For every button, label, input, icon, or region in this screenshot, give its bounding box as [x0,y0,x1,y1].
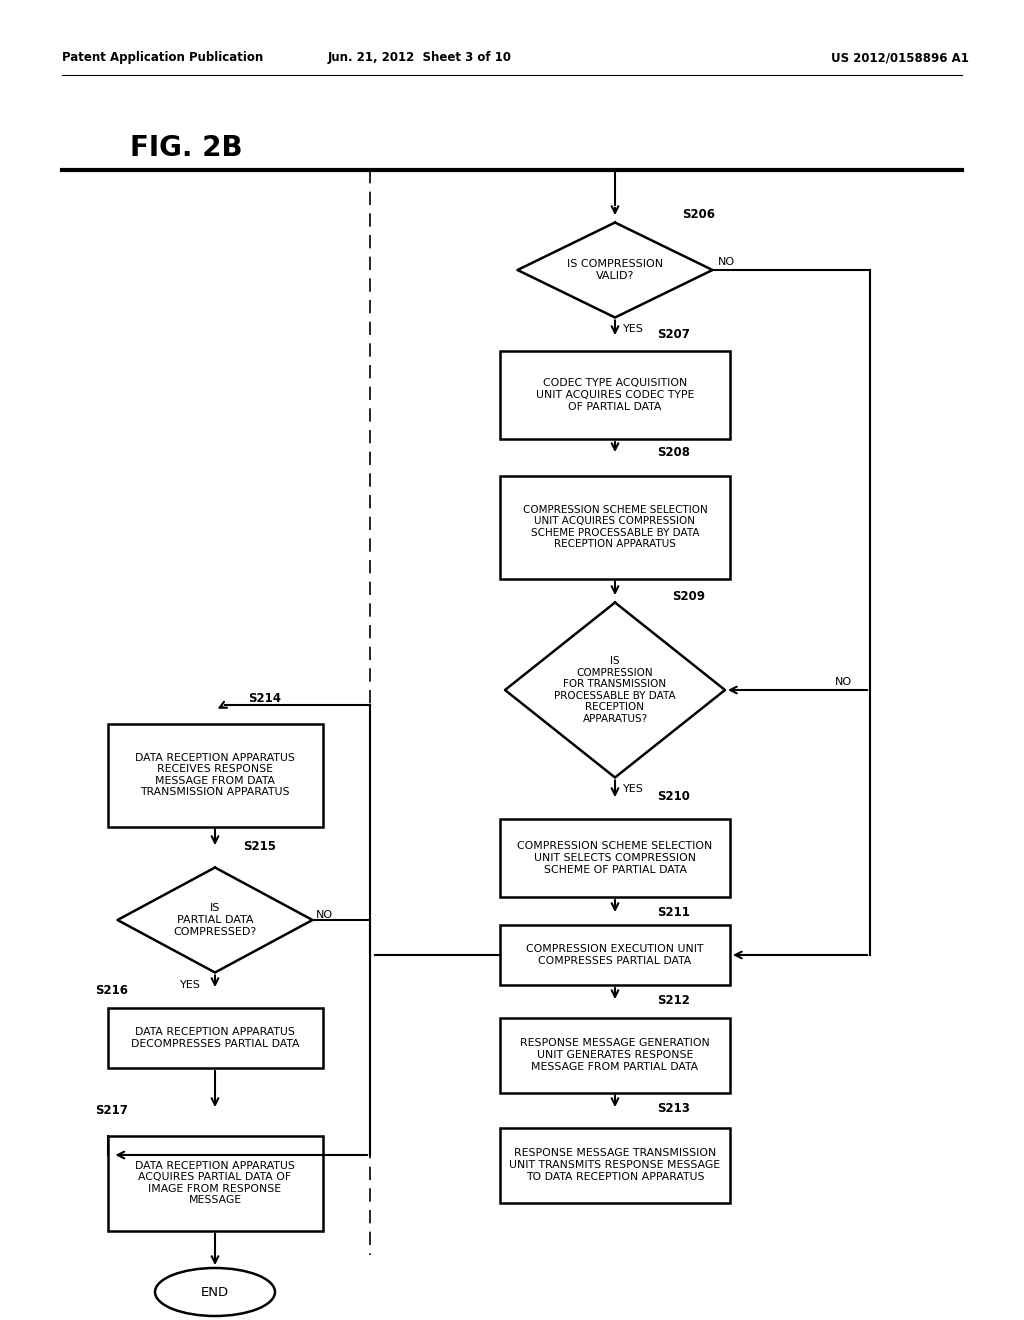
Text: S212: S212 [657,994,690,1006]
Text: END: END [201,1286,229,1299]
Bar [108,1135,323,1230]
Bar [500,1018,730,1093]
Text: S206: S206 [682,209,715,222]
Bar [500,351,730,440]
Text: YES: YES [623,325,644,334]
Text: DATA RECEPTION APPARATUS
ACQUIRES PARTIAL DATA OF
IMAGE FROM RESPONSE
MESSAGE: DATA RECEPTION APPARATUS ACQUIRES PARTIA… [135,1160,295,1205]
Text: IS
COMPRESSION
FOR TRANSMISSION
PROCESSABLE BY DATA
RECEPTION
APPARATUS?: IS COMPRESSION FOR TRANSMISSION PROCESSA… [554,656,676,723]
Text: NO: NO [835,677,852,686]
Bar [500,475,730,578]
Text: DATA RECEPTION APPARATUS
RECEIVES RESPONSE
MESSAGE FROM DATA
TRANSMISSION APPARA: DATA RECEPTION APPARATUS RECEIVES RESPON… [135,752,295,797]
Text: FIG. 2B: FIG. 2B [130,135,243,162]
Polygon shape [118,867,312,973]
Text: US 2012/0158896 A1: US 2012/0158896 A1 [831,51,969,65]
Text: S213: S213 [657,1101,690,1114]
Polygon shape [517,223,713,318]
Text: YES: YES [180,979,201,990]
Text: S215: S215 [243,840,276,853]
Text: S208: S208 [657,446,690,459]
Text: S217: S217 [95,1104,128,1117]
Text: DATA RECEPTION APPARATUS
DECOMPRESSES PARTIAL DATA: DATA RECEPTION APPARATUS DECOMPRESSES PA… [131,1027,299,1049]
Text: COMPRESSION SCHEME SELECTION
UNIT SELECTS COMPRESSION
SCHEME OF PARTIAL DATA: COMPRESSION SCHEME SELECTION UNIT SELECT… [517,841,713,875]
Text: CODEC TYPE ACQUISITION
UNIT ACQUIRES CODEC TYPE
OF PARTIAL DATA: CODEC TYPE ACQUISITION UNIT ACQUIRES COD… [536,379,694,412]
Text: IS COMPRESSION
VALID?: IS COMPRESSION VALID? [567,259,664,281]
Text: S210: S210 [657,791,690,804]
Text: NO: NO [315,909,333,920]
Text: COMPRESSION SCHEME SELECTION
UNIT ACQUIRES COMPRESSION
SCHEME PROCESSABLE BY DAT: COMPRESSION SCHEME SELECTION UNIT ACQUIR… [522,504,708,549]
Text: S214: S214 [248,692,281,705]
Text: Patent Application Publication: Patent Application Publication [62,51,263,65]
Text: Jun. 21, 2012  Sheet 3 of 10: Jun. 21, 2012 Sheet 3 of 10 [328,51,512,65]
Text: YES: YES [623,784,644,795]
Text: S216: S216 [95,983,128,997]
Bar [500,925,730,985]
Text: NO: NO [718,257,734,267]
Text: COMPRESSION EXECUTION UNIT
COMPRESSES PARTIAL DATA: COMPRESSION EXECUTION UNIT COMPRESSES PA… [526,944,703,966]
Text: S209: S209 [672,590,705,602]
Bar [500,1127,730,1203]
Bar [108,723,323,826]
Text: S211: S211 [657,906,690,919]
Bar [108,1008,323,1068]
Text: RESPONSE MESSAGE GENERATION
UNIT GENERATES RESPONSE
MESSAGE FROM PARTIAL DATA: RESPONSE MESSAGE GENERATION UNIT GENERAT… [520,1039,710,1072]
Text: IS
PARTIAL DATA
COMPRESSED?: IS PARTIAL DATA COMPRESSED? [173,903,257,937]
Ellipse shape [155,1269,275,1316]
Polygon shape [505,602,725,777]
Bar [500,818,730,898]
Text: S207: S207 [657,329,690,342]
Text: RESPONSE MESSAGE TRANSMISSION
UNIT TRANSMITS RESPONSE MESSAGE
TO DATA RECEPTION : RESPONSE MESSAGE TRANSMISSION UNIT TRANS… [509,1148,721,1181]
